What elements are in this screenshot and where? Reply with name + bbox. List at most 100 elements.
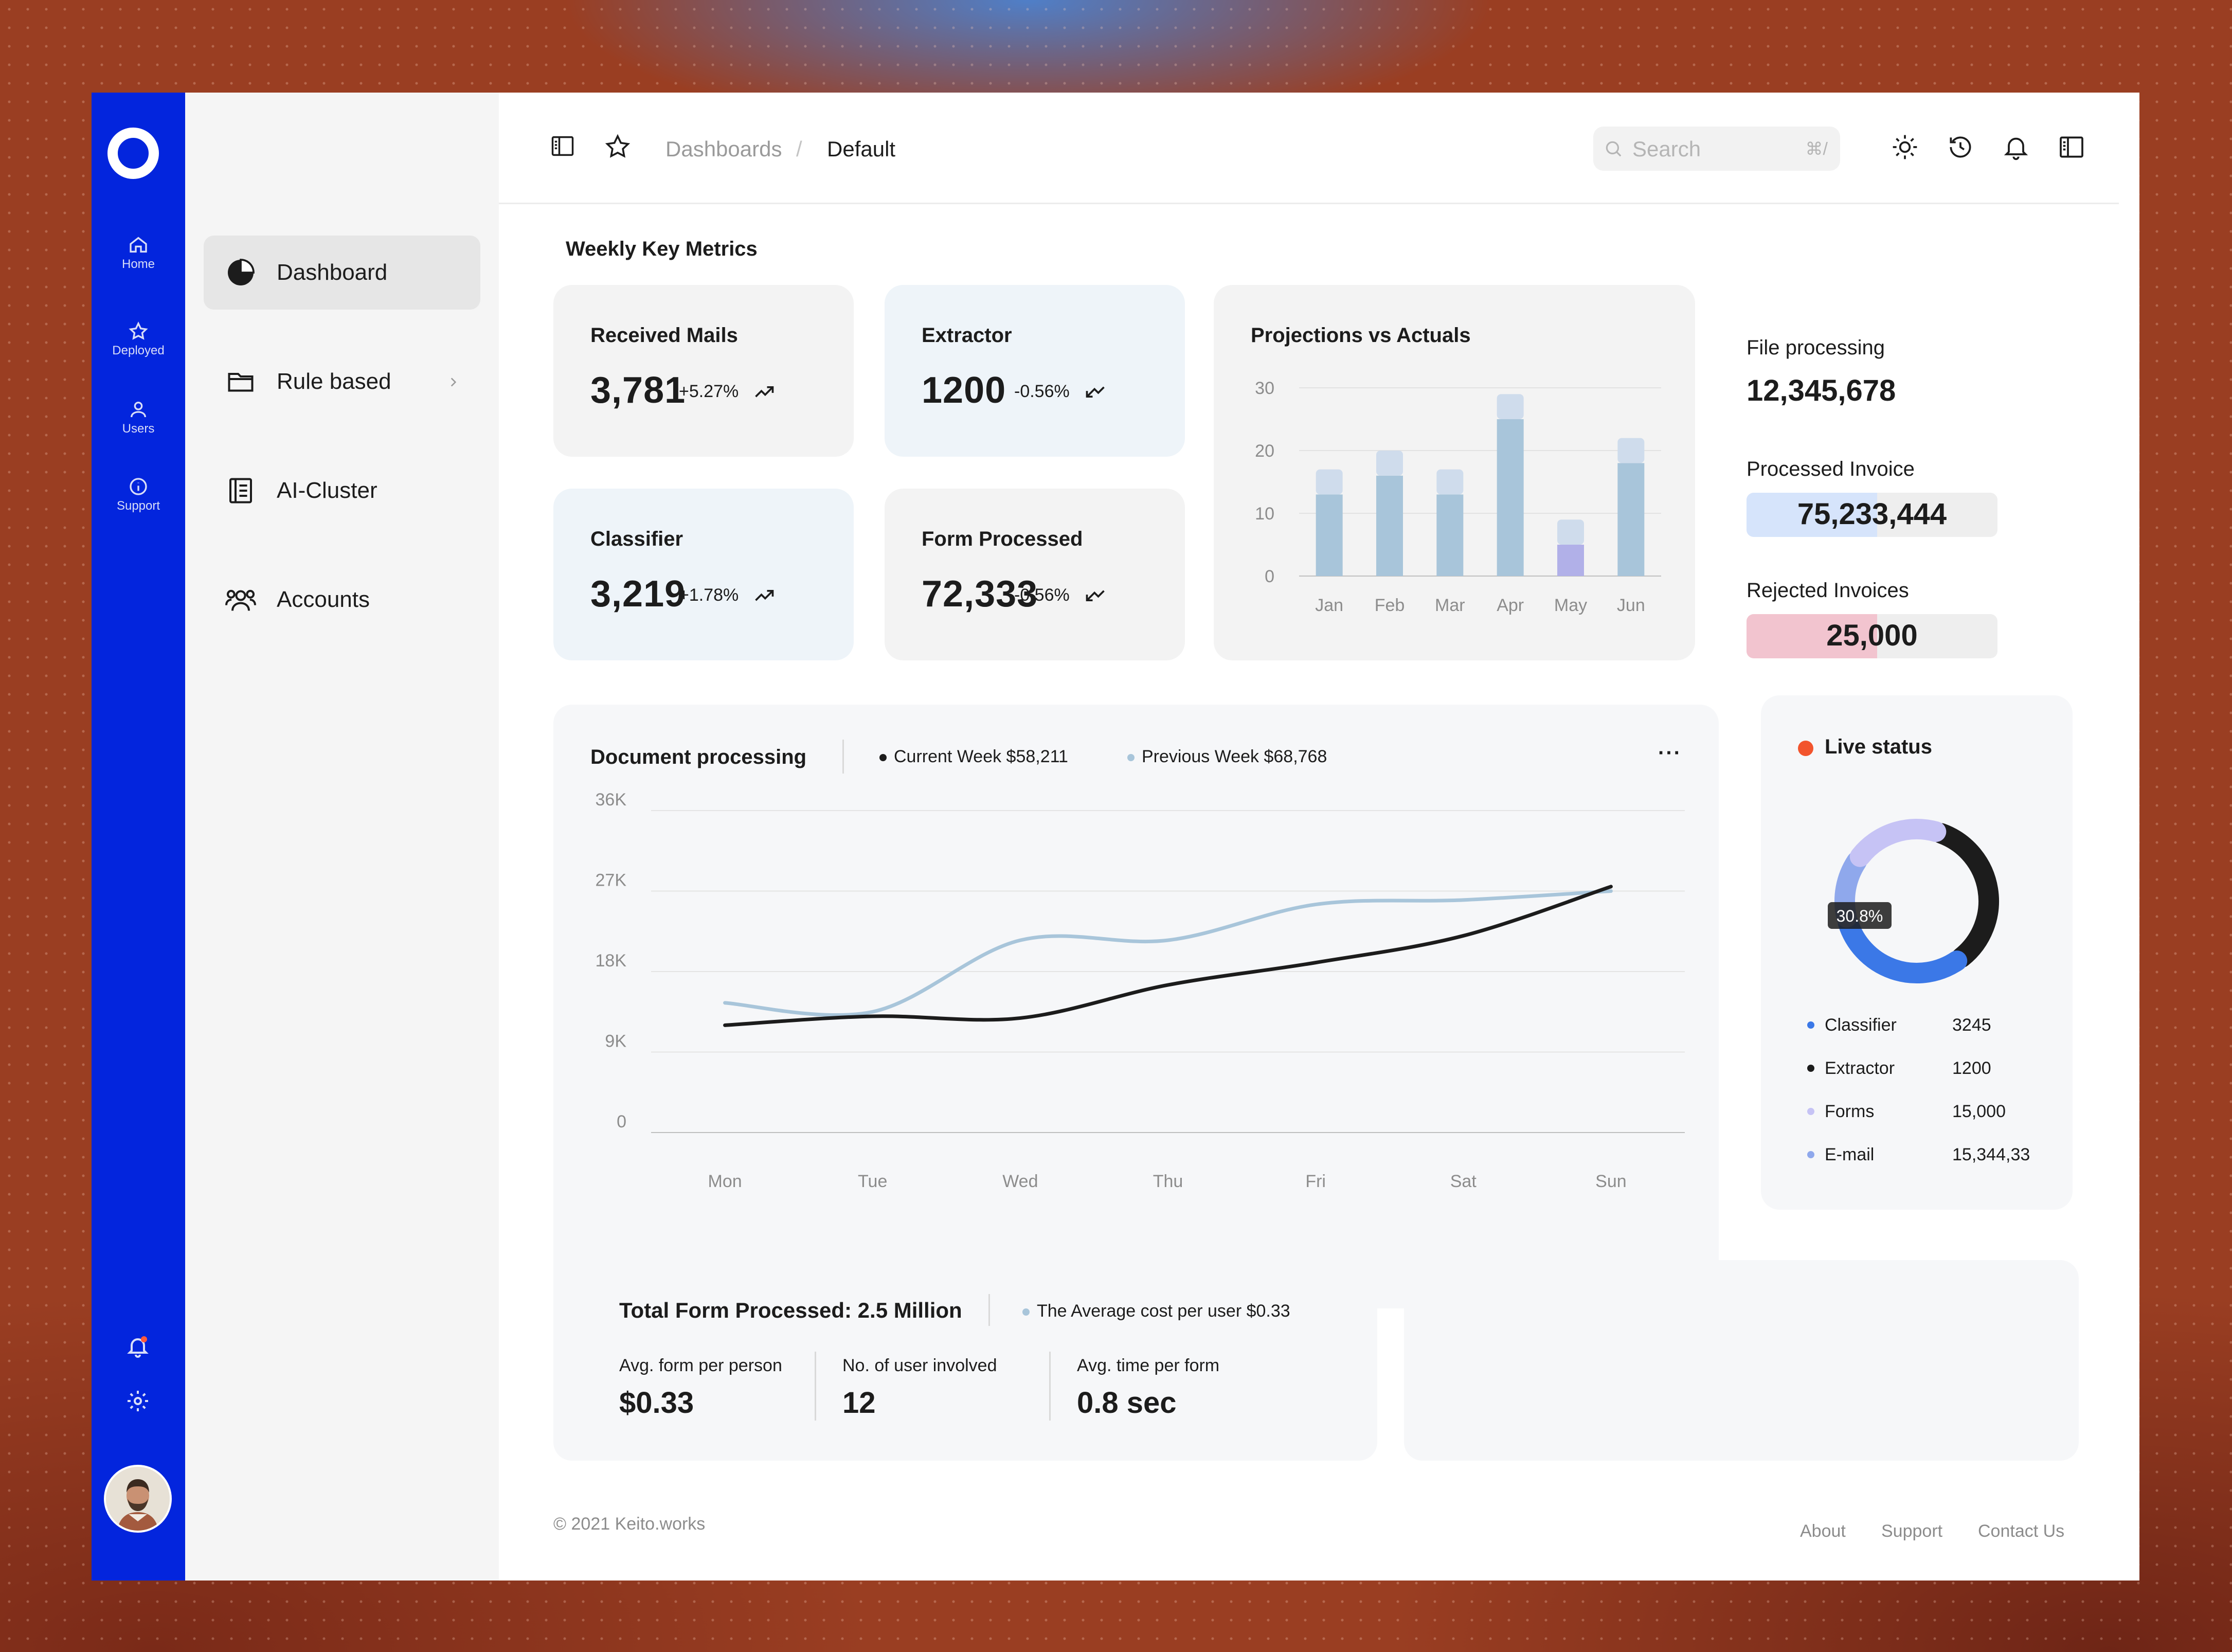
metric-card-received-mails[interactable]: Received Mails 3,781 +5.27% [553,285,854,457]
y-tick-label: 36K [596,790,627,810]
x-tick-label: Sun [1595,1172,1627,1191]
user-avatar[interactable] [104,1465,172,1533]
rail-item-support[interactable]: Support [92,476,185,513]
processed-invoice-pill: 75,233,444 [1747,493,1997,537]
more-options-icon[interactable]: ··· [1658,742,1682,764]
bar-actual [1557,545,1584,576]
breadcrumb-current[interactable]: Default [827,137,896,161]
footer-link-support[interactable]: Support [1881,1521,1943,1541]
breadcrumb-parent[interactable]: Dashboards [665,137,782,161]
legend-value: 15,000 [1952,1102,2006,1121]
trend-up-icon [755,386,774,398]
legend-dot [1807,1151,1814,1158]
legend-value: 15,344,33 [1952,1145,2030,1164]
nav-item-rule-based[interactable]: Rule based [204,345,480,419]
legend-dot [1127,754,1135,762]
legend-label: Previous Week $68,768 [1142,747,1327,766]
settings-gear-icon[interactable] [125,1389,150,1416]
theme-sun-icon[interactable] [1891,133,1919,164]
metric-card-extractor[interactable]: Extractor 1200 -0.56% [885,285,1185,457]
x-tick-label: Mon [708,1172,742,1191]
legend-dot [879,754,887,762]
metric-change: +5.27% [679,382,739,401]
metric-title: Extractor [922,324,1012,347]
x-tick-label: Wed [1002,1172,1038,1191]
star-icon [129,321,148,340]
processed-invoice-fill [1747,493,1877,537]
document-processing-card: Document processing Current Week $58,211… [553,705,1719,1308]
footer-copyright: © 2021 Keito.works [553,1514,706,1534]
top-bar: Dashboards / Default Search ⌘/ [499,93,2119,204]
x-tick-label: Jun [1617,596,1645,615]
metric-card-classifier[interactable]: Classifier 3,219 +1.78% [553,489,854,660]
legend-label: Extractor [1825,1058,1895,1078]
stat-value: 0.8 sec [1077,1386,1177,1420]
projections-bar-chart: 0 10 20 30 Jan Feb Mar Apr May Jun [1255,379,1661,615]
stat-value: $0.33 [619,1386,694,1420]
rejected-invoices-fill [1747,614,1877,658]
rail-item-home[interactable]: Home [92,235,185,272]
chart-title: Document processing [590,746,807,768]
legend-value: 3245 [1952,1015,1991,1035]
bar-actual [1436,494,1464,576]
processed-invoice-label: Processed Invoice [1747,458,1915,480]
x-tick-label: Thu [1153,1172,1183,1191]
nav-item-ai-cluster[interactable]: AI-Cluster [204,454,480,528]
y-tick-label: 18K [596,951,627,971]
bar-projection [1497,394,1524,419]
donut-slice-extractor [1931,823,1999,968]
live-indicator-dot [1798,741,1813,756]
logo[interactable] [107,128,159,179]
nav-item-label: Dashboard [277,260,388,285]
x-tick-label: Jan [1315,596,1343,615]
search-placeholder: Search [1632,137,1701,161]
bar-actual [1376,475,1403,576]
metric-card-form-processed[interactable]: Form Processed 72,333 -0.56% [885,489,1185,660]
x-tick-label: May [1554,596,1587,615]
nav-item-accounts[interactable]: Accounts [204,563,480,637]
stat-value: 12 [842,1386,876,1420]
notifications-bell-icon[interactable] [2002,133,2030,164]
history-icon[interactable] [1946,133,1975,164]
y-tick-label: 10 [1255,504,1274,524]
rail-label: Deployed [112,344,165,357]
file-processing-label: File processing [1747,336,1885,359]
sidebar-toggle-icon[interactable] [549,133,576,162]
footer-link-about[interactable]: About [1800,1521,1846,1541]
breadcrumb-separator: / [796,137,802,161]
rail-item-users[interactable]: Users [92,399,185,436]
metric-change: -0.56% [1014,382,1070,401]
divider [1049,1352,1051,1421]
favorite-star-icon[interactable] [604,133,632,163]
metric-value: 3,219 [590,573,686,615]
metric-title: Form Processed [922,528,1083,550]
users-group-icon [223,582,258,617]
projections-chart-card: Projections vs Actuals 0 10 20 30 Jan Feb Mar A… [1214,285,1695,660]
search-input[interactable]: Search ⌘/ [1593,127,1840,171]
bar-projection [1376,451,1403,476]
bar-projection [1557,519,1584,545]
metric-change: +1.78% [679,585,739,605]
legend-label: Classifier [1825,1015,1897,1035]
search-icon [1606,141,1622,157]
bar-actual [1617,463,1645,576]
notification-bell-icon[interactable] [125,1334,150,1361]
chevron-right-icon[interactable] [446,369,460,394]
form-summary-title: Total Form Processed: 2.5 Million [619,1298,962,1322]
trend-up-icon [755,590,774,601]
rail-item-deployed[interactable]: Deployed [92,321,185,358]
legend-dot [1807,1065,1814,1072]
nav-item-label: Accounts [277,587,370,612]
divider [842,740,844,774]
rejected-invoices-label: Rejected Invoices [1747,579,1909,602]
footer-link-contact-us[interactable]: Contact Us [1978,1521,2065,1541]
live-status-donut-chart: 30.8% [1828,819,1999,983]
divider [988,1294,990,1326]
panel-toggle-icon[interactable] [2057,133,2086,164]
bar-actual [1316,494,1343,576]
x-tick-label: Sat [1450,1172,1477,1191]
bar-actual [1497,419,1524,576]
donut-callout-bg [1828,902,1892,929]
legend-dot [1807,1021,1814,1029]
nav-item-dashboard[interactable]: Dashboard [204,236,480,310]
